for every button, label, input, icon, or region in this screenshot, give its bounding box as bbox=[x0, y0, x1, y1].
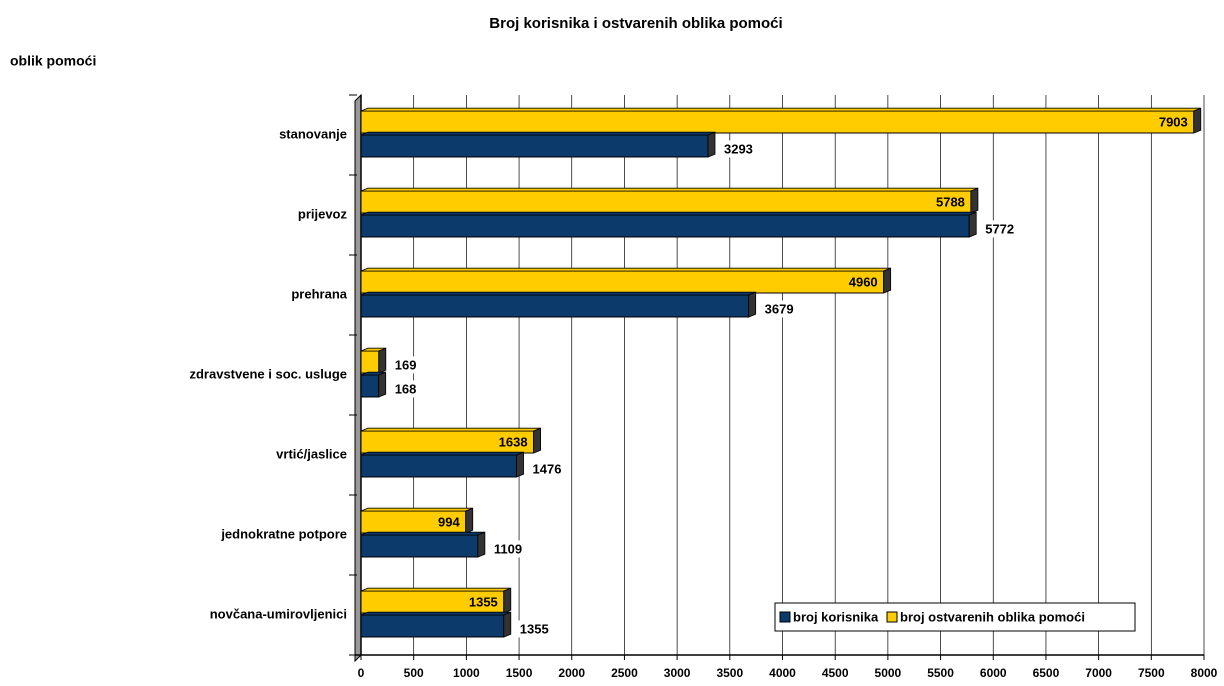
x-tick-label: 7000 bbox=[1085, 666, 1112, 680]
legend-box bbox=[774, 602, 1136, 632]
y-tick-label: novčana-umirovljenici bbox=[210, 606, 347, 621]
data-label: 3679 bbox=[765, 301, 794, 316]
bar bbox=[360, 614, 505, 638]
data-label: 1355 bbox=[520, 621, 549, 636]
legend-label: broj korisnika bbox=[793, 609, 879, 624]
bar bbox=[360, 270, 885, 294]
data-label: 1638 bbox=[499, 434, 528, 449]
data-label: 3293 bbox=[724, 141, 753, 156]
bar-top bbox=[360, 187, 979, 192]
label-bg bbox=[529, 460, 565, 478]
label-bg bbox=[391, 356, 420, 374]
label-bg bbox=[516, 620, 552, 638]
bar bbox=[360, 534, 479, 558]
x-tick-label: 4000 bbox=[769, 666, 796, 680]
bar-end bbox=[970, 187, 979, 214]
bar-top bbox=[360, 427, 541, 432]
label-bg bbox=[982, 220, 1018, 238]
x-tick-label: 5500 bbox=[927, 666, 954, 680]
label-bg bbox=[761, 300, 797, 318]
bar bbox=[360, 134, 709, 158]
x-tick-label: 3500 bbox=[716, 666, 743, 680]
bar-end bbox=[883, 267, 892, 294]
data-label: 169 bbox=[395, 357, 417, 372]
x-tick-label: 8000 bbox=[1191, 666, 1218, 680]
bar bbox=[360, 110, 1195, 134]
x-tick-label: 1000 bbox=[453, 666, 480, 680]
bar-end bbox=[516, 451, 524, 478]
data-label: 5788 bbox=[936, 194, 965, 209]
data-label: 994 bbox=[438, 514, 460, 529]
data-label: 168 bbox=[395, 381, 417, 396]
legend-label: broj ostvarenih oblika pomoći bbox=[900, 609, 1085, 624]
data-label: 1109 bbox=[494, 541, 522, 556]
legend-swatch bbox=[779, 611, 791, 623]
bar-end bbox=[533, 427, 542, 454]
bar-top bbox=[360, 291, 756, 296]
side-wall bbox=[354, 93, 362, 663]
bar-end bbox=[465, 507, 474, 534]
bar-top bbox=[360, 507, 473, 512]
x-tick-label: 0 bbox=[358, 666, 365, 680]
label-bg bbox=[490, 540, 526, 558]
x-tick-label: 2000 bbox=[558, 666, 585, 680]
bar bbox=[360, 454, 518, 478]
x-tick-label: 3000 bbox=[664, 666, 691, 680]
bar bbox=[360, 190, 972, 214]
bar-end bbox=[1193, 107, 1202, 134]
bar-top bbox=[360, 131, 716, 136]
bar-top bbox=[360, 587, 511, 592]
data-label: 4960 bbox=[849, 274, 878, 289]
bar-top bbox=[360, 211, 977, 216]
bar-top bbox=[360, 107, 1201, 112]
x-tick-label: 500 bbox=[404, 666, 424, 680]
x-tick-label: 4500 bbox=[822, 666, 849, 680]
data-label: 1355 bbox=[469, 594, 498, 609]
bar-top bbox=[360, 531, 486, 536]
bar-end bbox=[503, 611, 512, 638]
bar bbox=[360, 350, 380, 374]
label-bg bbox=[391, 380, 420, 398]
x-tick-label: 5000 bbox=[875, 666, 902, 680]
y-tick-label: prijevoz bbox=[298, 206, 348, 221]
bar-top bbox=[360, 451, 524, 456]
label-bg bbox=[720, 140, 756, 158]
y-tick-label: jednokratne potpore bbox=[220, 526, 347, 541]
bar-end bbox=[968, 211, 977, 238]
bar-top bbox=[360, 611, 511, 616]
x-tick-label: 6500 bbox=[1033, 666, 1060, 680]
y-tick-label: zdravstvene i soc. usluge bbox=[189, 366, 347, 381]
data-label: 1476 bbox=[533, 461, 562, 476]
legend-swatch bbox=[886, 611, 898, 623]
chart-title: Broj korisnika i ostvarenih oblika pomoć… bbox=[489, 15, 782, 32]
bar bbox=[360, 214, 970, 238]
data-label: 7903 bbox=[1159, 114, 1188, 129]
bar-end bbox=[477, 531, 486, 558]
bar-top bbox=[360, 267, 891, 272]
y-tick-label: vrtić/jaslice bbox=[276, 446, 347, 461]
y-tick-label: prehrana bbox=[291, 286, 347, 301]
bar-end bbox=[503, 587, 512, 614]
bar bbox=[360, 294, 750, 318]
x-tick-label: 1500 bbox=[506, 666, 533, 680]
x-tick-label: 7500 bbox=[1138, 666, 1165, 680]
y-axis-label: oblik pomoći bbox=[10, 53, 96, 69]
bar-end bbox=[378, 347, 387, 374]
x-tick-label: 6000 bbox=[980, 666, 1007, 680]
bar-end bbox=[378, 371, 387, 398]
bar bbox=[360, 374, 380, 398]
data-label: 5772 bbox=[985, 221, 1014, 236]
bar-end bbox=[707, 131, 716, 158]
y-tick-label: stanovanje bbox=[279, 126, 347, 141]
bar-end bbox=[748, 291, 757, 318]
x-tick-label: 2500 bbox=[611, 666, 638, 680]
